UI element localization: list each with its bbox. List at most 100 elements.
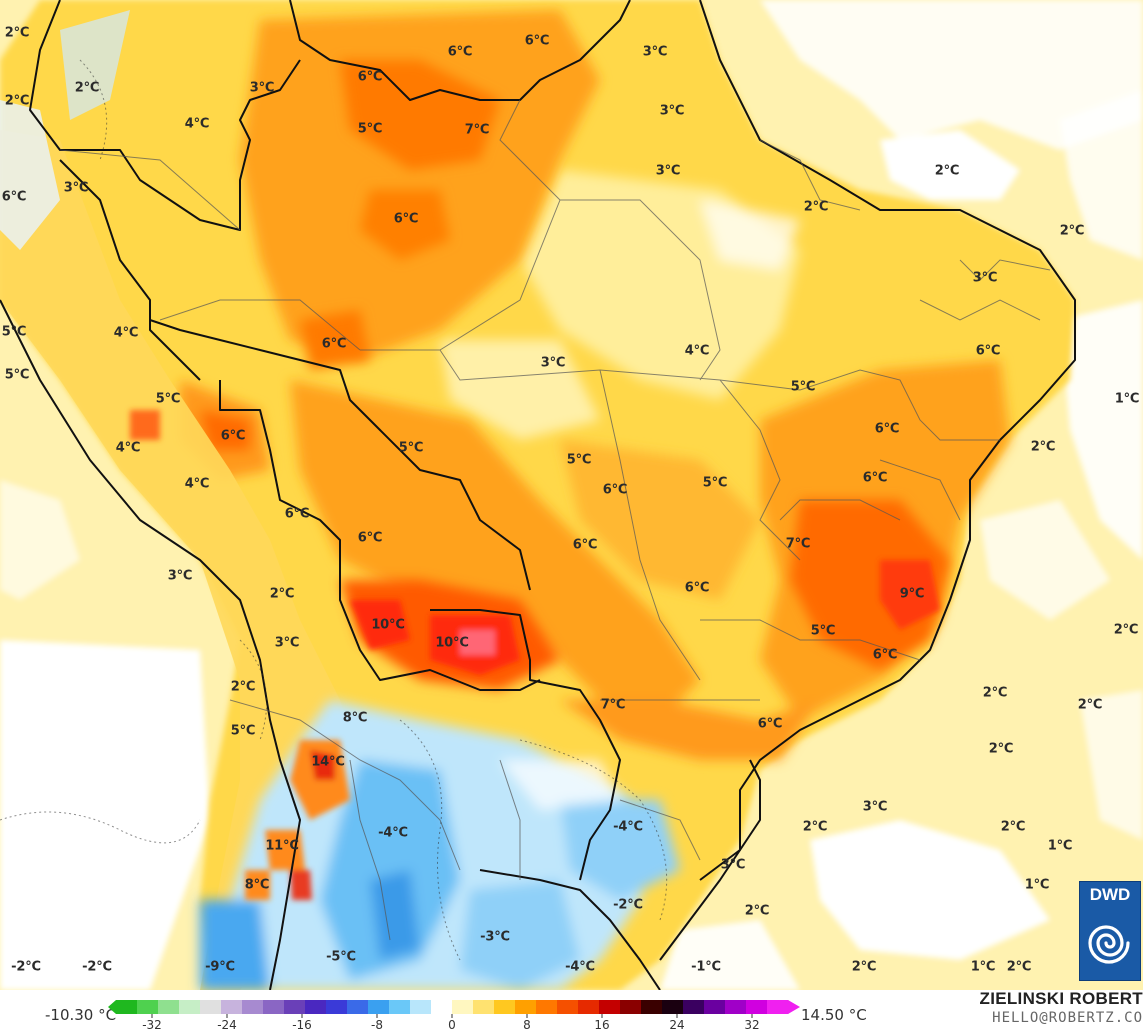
legend-swatch xyxy=(620,1000,642,1014)
temperature-label: 2°C xyxy=(74,80,100,96)
temperature-label: 5°C xyxy=(4,367,30,383)
legend-extend-left xyxy=(108,1000,116,1014)
temperature-label: 7°C xyxy=(785,536,811,552)
temperature-label: 6°C xyxy=(447,44,473,60)
andes-strip xyxy=(0,10,360,990)
temperature-label: 3°C xyxy=(972,270,998,286)
temperature-label: 10°C xyxy=(435,635,469,651)
temperature-label: 6°C xyxy=(874,421,900,437)
legend-swatch xyxy=(704,1000,726,1014)
temperature-label: 1°C xyxy=(1047,838,1073,854)
temperature-label: 2°C xyxy=(988,741,1014,757)
temperature-label: 6°C xyxy=(357,69,383,85)
temperature-label: 6°C xyxy=(602,482,628,498)
map-field xyxy=(0,0,1143,990)
temperature-label: 4°C xyxy=(184,116,210,132)
legend-swatch xyxy=(536,1000,558,1014)
temperature-label: 3°C xyxy=(655,163,681,179)
temperature-label: 7°C xyxy=(464,122,490,138)
temperature-label: 14°C xyxy=(311,754,345,770)
temperature-label: 6°C xyxy=(321,336,347,352)
legend-swatch xyxy=(683,1000,705,1014)
legend-tick-label: -24 xyxy=(217,1018,237,1032)
temperature-label: 2°C xyxy=(934,163,960,179)
legend-swatch xyxy=(284,1000,306,1014)
legend-extend-right xyxy=(788,1000,800,1014)
legend-swatch xyxy=(515,1000,537,1014)
legend-swatch xyxy=(452,1000,474,1014)
state-borders xyxy=(59,99,1051,941)
legend-swatch xyxy=(326,1000,348,1014)
legend-swatch xyxy=(578,1000,600,1014)
temperature-label: 2°C xyxy=(1006,959,1032,975)
legend-swatch xyxy=(389,1000,411,1014)
temperature-label: 9°C xyxy=(899,586,925,602)
contour-lines xyxy=(0,59,668,961)
temperature-label: 2°C xyxy=(1030,439,1056,455)
legend-max-label: 14.50 °C xyxy=(801,1006,867,1024)
temperature-label: 5°C xyxy=(702,475,728,491)
temperature-label: -5°C xyxy=(326,949,356,965)
credit-email[interactable]: HELLO@ROBERTZ.CO xyxy=(992,1010,1143,1026)
legend-tick-label: 32 xyxy=(744,1018,760,1032)
temperature-label: 2°C xyxy=(4,25,30,41)
temperature-label: 8°C xyxy=(244,877,270,893)
legend-colorbar xyxy=(108,1000,800,1018)
temperature-label: 3°C xyxy=(540,355,566,371)
legend-tick-label: 16 xyxy=(594,1018,610,1032)
temperature-label: 4°C xyxy=(115,440,141,456)
temperature-label: -3°C xyxy=(480,929,510,945)
temperature-label: 4°C xyxy=(113,325,139,341)
temperature-label: 5°C xyxy=(1,324,27,340)
swirl-icon xyxy=(1086,912,1134,974)
legend-tick-label: -8 xyxy=(371,1018,383,1032)
legend-tick-label: -16 xyxy=(292,1018,312,1032)
dwd-logo: DWD xyxy=(1079,881,1141,981)
legend-swatch xyxy=(662,1000,684,1014)
temperature-label: 2°C xyxy=(982,685,1008,701)
dwd-logo-text: DWD xyxy=(1089,885,1131,904)
temperature-label: 6°C xyxy=(872,647,898,663)
temperature-label: 3°C xyxy=(274,635,300,651)
temperature-label: 10°C xyxy=(371,617,405,633)
temperature-label: -9°C xyxy=(205,959,235,975)
temperature-label: 5°C xyxy=(566,452,592,468)
temperature-label: -4°C xyxy=(565,959,595,975)
legend-swatch xyxy=(179,1000,201,1014)
temperature-label: 2°C xyxy=(851,959,877,975)
temperature-label: 5°C xyxy=(810,623,836,639)
temperature-label: 11°C xyxy=(265,838,299,854)
temperature-label: 2°C xyxy=(4,93,30,109)
legend-swatch xyxy=(158,1000,180,1014)
legend-swatch xyxy=(410,1000,432,1014)
legend-swatch xyxy=(368,1000,390,1014)
temperature-label: 2°C xyxy=(1059,223,1085,239)
legend-swatch xyxy=(347,1000,369,1014)
legend-swatch xyxy=(431,1000,453,1014)
temperature-label: 8°C xyxy=(342,710,368,726)
temperature-label: 5°C xyxy=(357,121,383,137)
east-pale-zone xyxy=(440,170,800,440)
legend-swatch xyxy=(767,1000,789,1014)
temperature-label: 6°C xyxy=(220,428,246,444)
temperature-label: 6°C xyxy=(1,189,27,205)
temperature-label: 6°C xyxy=(975,343,1001,359)
temperature-label: 2°C xyxy=(802,819,828,835)
temperature-label: 4°C xyxy=(184,476,210,492)
temperature-anomaly-map: 2°C 2°C 2°C 3°C 4°C 6°C 6°C 6°C 3°C 5°C 7°C 3°C 3°C 6… xyxy=(0,0,1143,990)
temperature-label: 2°C xyxy=(744,903,770,919)
legend-swatch xyxy=(557,1000,579,1014)
temperature-label: 3°C xyxy=(249,80,275,96)
temperature-label: 2°C xyxy=(1000,819,1026,835)
temperature-label: 2°C xyxy=(230,679,256,695)
temperature-label: 7°C xyxy=(600,697,626,713)
temperature-label: 3°C xyxy=(659,103,685,119)
temperature-label: 6°C xyxy=(684,580,710,596)
legend-swatch xyxy=(599,1000,621,1014)
legend-swatch xyxy=(305,1000,327,1014)
legend-tick-label: 8 xyxy=(523,1018,531,1032)
temperature-label: 5°C xyxy=(790,379,816,395)
temperature-label: 2°C xyxy=(1113,622,1139,638)
andes-hot-blotches xyxy=(130,410,350,900)
legend-swatch xyxy=(725,1000,747,1014)
